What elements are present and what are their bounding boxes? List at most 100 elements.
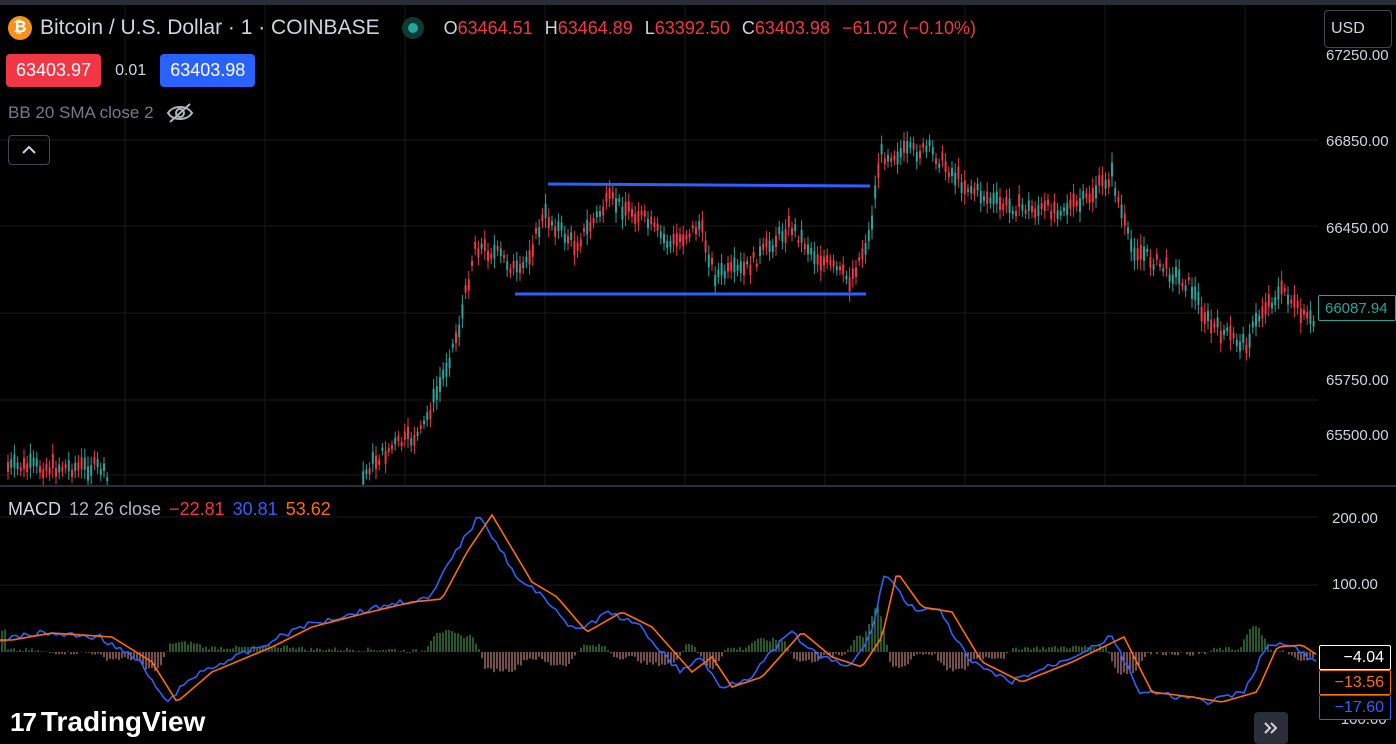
price-candle-body [1120,204,1123,219]
price-candle-body [1136,248,1139,261]
macd-histogram-value: −22.81 [169,499,225,519]
price-candle-body [1207,311,1209,322]
price-candle-body [1191,286,1193,299]
price-candle-body [26,463,29,473]
symbol-legend[interactable]: ₿ Bitcoin / U.S. Dollar · 1 · COINBASE O… [8,16,976,40]
price-candle-body [909,142,912,148]
price-candle-body [608,188,611,199]
price-candle-body [1005,196,1008,206]
macd-chart[interactable] [0,487,1318,744]
price-candle-body [711,257,713,265]
price-candle-body [970,186,973,194]
symbol-title[interactable]: Bitcoin / U.S. Dollar · 1 · COINBASE [40,16,380,39]
price-chart[interactable] [0,5,1318,485]
price-candle-body [1050,210,1053,220]
price-axis[interactable]: 67250.00 66850.00 66450.00 65750.00 6550… [1318,0,1396,485]
price-candle-body [563,233,566,243]
price-candle-body [835,266,838,271]
price-candle-body [698,221,701,230]
spread-value: 0.01 [115,61,147,79]
low-value: 63392.50 [654,17,730,38]
price-candle-body [848,277,851,292]
price-candle-body [679,234,681,243]
scroll-to-realtime-button[interactable] [1254,712,1288,744]
price-candle-body [554,226,557,237]
price-candle-body [803,243,806,250]
tradingview-logo[interactable]: 17 TradingView [10,706,205,738]
range-top-line [547,182,871,188]
price-candle-body [1043,200,1046,212]
price-candle-body [1123,213,1126,226]
close-value: 63403.98 [754,17,830,38]
price-candle-body [1152,264,1155,271]
price-candle-body [570,232,573,240]
market-status-icon[interactable] [407,23,418,33]
price-candle-body [480,243,483,249]
price-candle-body [813,251,816,265]
price-candle-body [1271,302,1273,309]
price-candle-body [855,267,857,277]
price-candle-body [461,304,464,319]
macd-legend[interactable]: MACD 12 26 close −22.81 30.81 53.62 [8,499,331,520]
price-candle-body [439,377,441,392]
price-axis-tick: 65500.00 [1326,427,1389,444]
bollinger-label[interactable]: BB 20 SMA close 2 [8,103,154,122]
eye-off-icon[interactable] [166,102,194,124]
currency-button[interactable]: USD [1324,10,1392,48]
close-key: C [741,17,755,38]
price-candle-body [39,466,41,473]
price-candle-body [1213,323,1216,328]
price-candle-body [717,269,720,278]
price-candle-body [599,211,601,217]
price-candle-body [823,256,825,266]
buy-button[interactable]: 63403.98 [160,54,256,87]
bollinger-indicator-legend[interactable]: BB 20 SMA close 2 [8,102,194,124]
price-candle-body [1063,207,1065,212]
price-candle-body [906,140,909,154]
price-candle-body [618,198,621,202]
price-candle-body [976,183,979,191]
price-candle-body [458,324,461,338]
price-candle-body [915,152,918,162]
price-candle-body [605,193,608,203]
price-candle-body [595,211,598,218]
chevron-up-icon [22,145,36,154]
price-candle-body [631,209,633,217]
price-candle-body [1203,312,1206,324]
price-candle-body [547,217,550,229]
collapse-legend-button[interactable] [8,135,50,165]
price-candle-body [656,223,659,231]
price-candle-body [1248,333,1251,348]
price-candle-body [720,263,723,276]
price-candle-body [573,240,576,256]
price-candle-body [1229,325,1232,341]
price-candle-body [1066,203,1069,215]
price-candle-body [659,231,662,238]
price-candle-body [1296,300,1299,308]
price-candle-body [877,163,880,179]
price-candle-body [13,454,16,468]
price-candle-body [1165,257,1168,269]
price-candle-body [653,222,656,227]
price-candle-body [666,240,669,249]
price-candle-body [1024,209,1027,214]
price-candle-body [55,468,57,477]
price-candle-body [1264,302,1267,315]
price-candle-body [477,248,480,258]
price-candle-body [791,228,793,236]
price-candle-body [448,357,451,369]
price-candle-body [1037,204,1040,216]
price-candle-body [899,147,902,158]
price-candle-body [643,210,646,217]
price-candle-body [1079,198,1081,213]
price-candle-body [778,227,781,235]
pane-separator[interactable] [0,485,1396,487]
sell-button[interactable]: 63403.97 [6,54,102,87]
price-candle-body [519,263,521,274]
macd-label: MACD [8,499,61,519]
price-candle-body [426,412,429,420]
price-candle-body [995,191,998,204]
price-candle-body [989,197,992,204]
price-candle-body [890,157,893,162]
price-candle-body [1053,202,1056,214]
